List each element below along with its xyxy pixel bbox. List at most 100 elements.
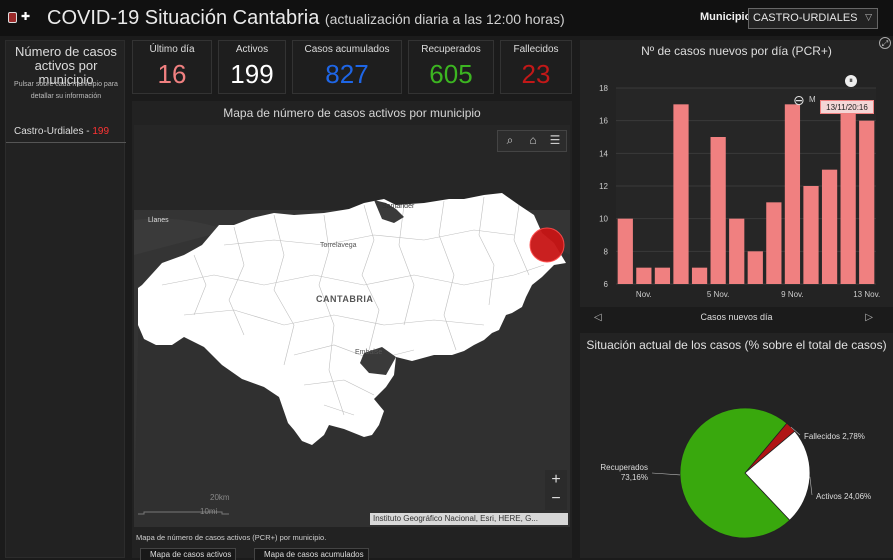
bar-chart-footer: ◁ Casos nuevos día ▷ <box>580 307 893 328</box>
bar[interactable] <box>766 202 782 284</box>
expand-icon[interactable]: ⤢ <box>879 37 891 49</box>
pie-leader-line <box>809 476 813 496</box>
pie-chart-svg: Fallecidos 2,78% Activos 24,06% Recuperado… <box>600 407 871 539</box>
app-header: ✚ COVID-19 Situación Cantabria (actualiz… <box>0 0 893 36</box>
stat-activos: Activos 199 <box>218 40 286 94</box>
stat-casos-acumulados: Casos acumulados 827 <box>292 40 402 94</box>
zoom-in-button[interactable]: + <box>545 470 567 490</box>
scale-km: 20km <box>210 493 230 502</box>
stat-value: 16 <box>157 59 187 89</box>
stat-ultimo-dia: Último día 16 <box>132 40 212 94</box>
bar[interactable] <box>803 186 819 284</box>
list-item[interactable]: Castro-Urdiales - 199 <box>6 123 126 143</box>
cantabria-shield-icon <box>8 12 17 23</box>
santander-bay <box>374 200 404 223</box>
list-item-value: 199 <box>92 126 110 137</box>
bar[interactable] <box>654 267 671 284</box>
bar[interactable] <box>859 120 875 285</box>
bar-tooltip: 13/11/20:16 <box>820 100 874 114</box>
app-title-text: COVID-19 Situación Cantabria <box>47 7 320 29</box>
y-tick-label: 8 <box>604 247 609 256</box>
asturias-land <box>134 218 229 255</box>
bar[interactable] <box>840 104 856 284</box>
map-title: Mapa de número de casos activos por muni… <box>223 106 481 120</box>
x-tick-label: 13 Nov. <box>853 290 880 299</box>
tab-mapa-acumulados[interactable]: Mapa de casos acumulados <box>254 548 369 560</box>
search-icon[interactable]: ⌕ <box>506 133 514 147</box>
bar[interactable] <box>636 267 652 284</box>
bar[interactable] <box>729 218 745 284</box>
stat-value: 827 <box>325 59 369 89</box>
pie-chart-panel: Situación actual de los casos (% sobre e… <box>580 333 893 558</box>
bar-chart-svg: 6 8 10 12 14 16 18 Nov. 5 Nov. 9 Nov. 13 Nov. <box>599 84 880 299</box>
municipality-borders <box>161 196 545 416</box>
list-item-name: Castro-Urdiales - <box>14 126 93 137</box>
scale-bar <box>138 511 229 515</box>
bar[interactable] <box>691 267 708 284</box>
pie-label: Activos 24,06% <box>816 492 871 501</box>
map-attribution: Instituto Geográfico Nacional, Esri, HER… <box>370 513 568 525</box>
app-subtitle: (actualización diaria a las 12:00 horas) <box>324 11 565 27</box>
pie-leader-line <box>790 426 801 436</box>
label-santander: Santander <box>382 203 415 210</box>
bar[interactable] <box>747 251 763 284</box>
pie-chart-title: Situación actual de los casos (% sobre e… <box>586 338 887 352</box>
stat-fallecidos: Fallecidos 23 <box>500 40 572 94</box>
stat-label: Último día <box>149 44 195 55</box>
scale-mi: 10mi <box>200 507 218 516</box>
chevron-left-icon[interactable]: ◁ <box>594 312 602 323</box>
label-torrelavega: Torrelavega <box>320 242 357 249</box>
bar[interactable] <box>784 104 801 284</box>
stat-label: Recuperados <box>421 44 481 55</box>
map-svg <box>134 125 570 527</box>
zoom-hint: M <box>809 95 816 104</box>
y-tick-label: 10 <box>599 215 608 224</box>
pie-leader-line <box>651 472 681 476</box>
tab-mapa-activos[interactable]: Mapa de casos activos <box>140 548 237 560</box>
pie-label: Fallecidos 2,78% <box>804 432 865 441</box>
bar-chart-panel: Nº de casos nuevos por día (PCR+) 6 8 10 12… <box>580 40 893 328</box>
bar-chart-title: Nº de casos nuevos por día (PCR+) <box>641 44 832 58</box>
pause-icon[interactable]: ⏸ <box>845 75 857 87</box>
stat-label: Fallecidos <box>513 44 559 55</box>
stat-label: Activos <box>235 44 269 55</box>
y-tick-label: 6 <box>604 280 609 289</box>
map-canvas[interactable]: Llanes Santander Torrelavega CANTABRIA E… <box>134 125 570 527</box>
zoom-icon[interactable]: ⊖ <box>793 92 805 108</box>
list-description: Pulsar sobre cada municipio para detalla… <box>14 81 118 100</box>
label-embalse: Embalse <box>355 349 383 356</box>
zoom-out-button[interactable]: − <box>545 490 567 510</box>
stat-value: 605 <box>429 59 473 89</box>
y-tick-label: 14 <box>599 149 608 158</box>
stat-value: 23 <box>521 59 551 89</box>
bar-footer-label: Casos nuevos día <box>700 312 773 322</box>
municipio-label: Municipio <box>700 11 752 23</box>
list-title: Número de casos activos por municipio <box>15 44 117 87</box>
home-icon[interactable]: ⌂ <box>529 133 537 147</box>
castro-urdiales-marker[interactable] <box>529 227 565 263</box>
legend-list-icon[interactable]: ☰ <box>549 133 561 147</box>
bar[interactable] <box>617 218 633 284</box>
label-cantabria: CANTABRIA <box>316 294 374 304</box>
bar[interactable] <box>673 104 689 284</box>
cross-flag-icon: ✚ <box>21 11 31 23</box>
bar[interactable] <box>821 169 838 284</box>
cantabria-region <box>138 193 566 445</box>
stat-recuperados: Recuperados 605 <box>408 40 494 94</box>
pie-slice-activos[interactable] <box>744 430 811 521</box>
y-tick-label: 12 <box>599 182 608 191</box>
pie-slice-recuperados[interactable] <box>679 407 791 539</box>
x-tick-label: 5 Nov. <box>707 290 730 299</box>
municipio-select[interactable]: CASTRO-URDIALES ▽ <box>748 8 878 29</box>
y-tick-label: 16 <box>599 117 608 126</box>
bar[interactable] <box>710 137 726 284</box>
pie-label: Recuperados 73,16% <box>600 463 648 482</box>
x-tick-label: 9 Nov. <box>781 290 804 299</box>
y-tick-label: 18 <box>599 84 608 93</box>
map-caption: Mapa de número de casos activos (PCR+) p… <box>136 533 327 542</box>
label-llanes: Llanes <box>148 217 169 224</box>
municipio-select-value: CASTRO-URDIALES <box>753 12 858 24</box>
map-toolbar: ⌕ ⌂ ☰ <box>497 130 567 152</box>
app-title: COVID-19 Situación Cantabria (actualizac… <box>47 7 565 30</box>
chevron-right-icon[interactable]: ▷ <box>865 312 873 323</box>
